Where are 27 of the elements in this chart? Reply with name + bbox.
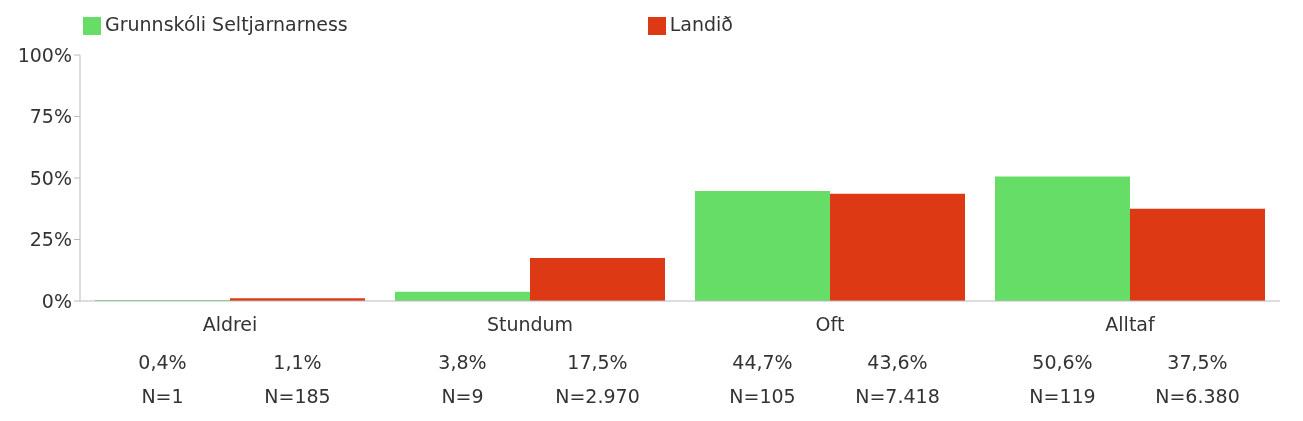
y-tick-label: 25% (29, 228, 72, 251)
data-label: 50,6% (1032, 351, 1093, 373)
y-tick-label: 100% (17, 43, 72, 66)
data-label: 44,7% (732, 351, 793, 373)
data-label: 1,1% (273, 351, 322, 373)
text: N=9 (441, 385, 484, 407)
y-tick-label: 75% (29, 105, 72, 128)
x-tick-label: Aldrei (202, 313, 258, 335)
text: N=6.380 (1155, 385, 1240, 407)
y-tick-label: 0% (41, 289, 72, 312)
text: N=7.418 (855, 385, 940, 407)
x-tick-label: Alltaf (1105, 313, 1156, 335)
text: N=119 (1029, 385, 1096, 407)
legend-label: Landið (669, 13, 733, 35)
data-label: 0,4% (138, 351, 187, 373)
text: N=2.970 (555, 385, 640, 407)
x-tick-label: Oft (815, 313, 845, 335)
data-label: 3,8% (438, 351, 487, 373)
y-tick-label: 50% (29, 166, 72, 189)
data-label: 37,5% (1167, 351, 1228, 373)
data-label: 17,5% (567, 351, 628, 373)
text: N=1 (141, 385, 184, 407)
text: N=105 (729, 385, 796, 407)
x-tick-label: Stundum (486, 313, 574, 335)
text: N=185 (264, 385, 331, 407)
data-label: 43,6% (867, 351, 928, 373)
legend-label: Grunnskóli Seltjarnarness (105, 13, 348, 35)
